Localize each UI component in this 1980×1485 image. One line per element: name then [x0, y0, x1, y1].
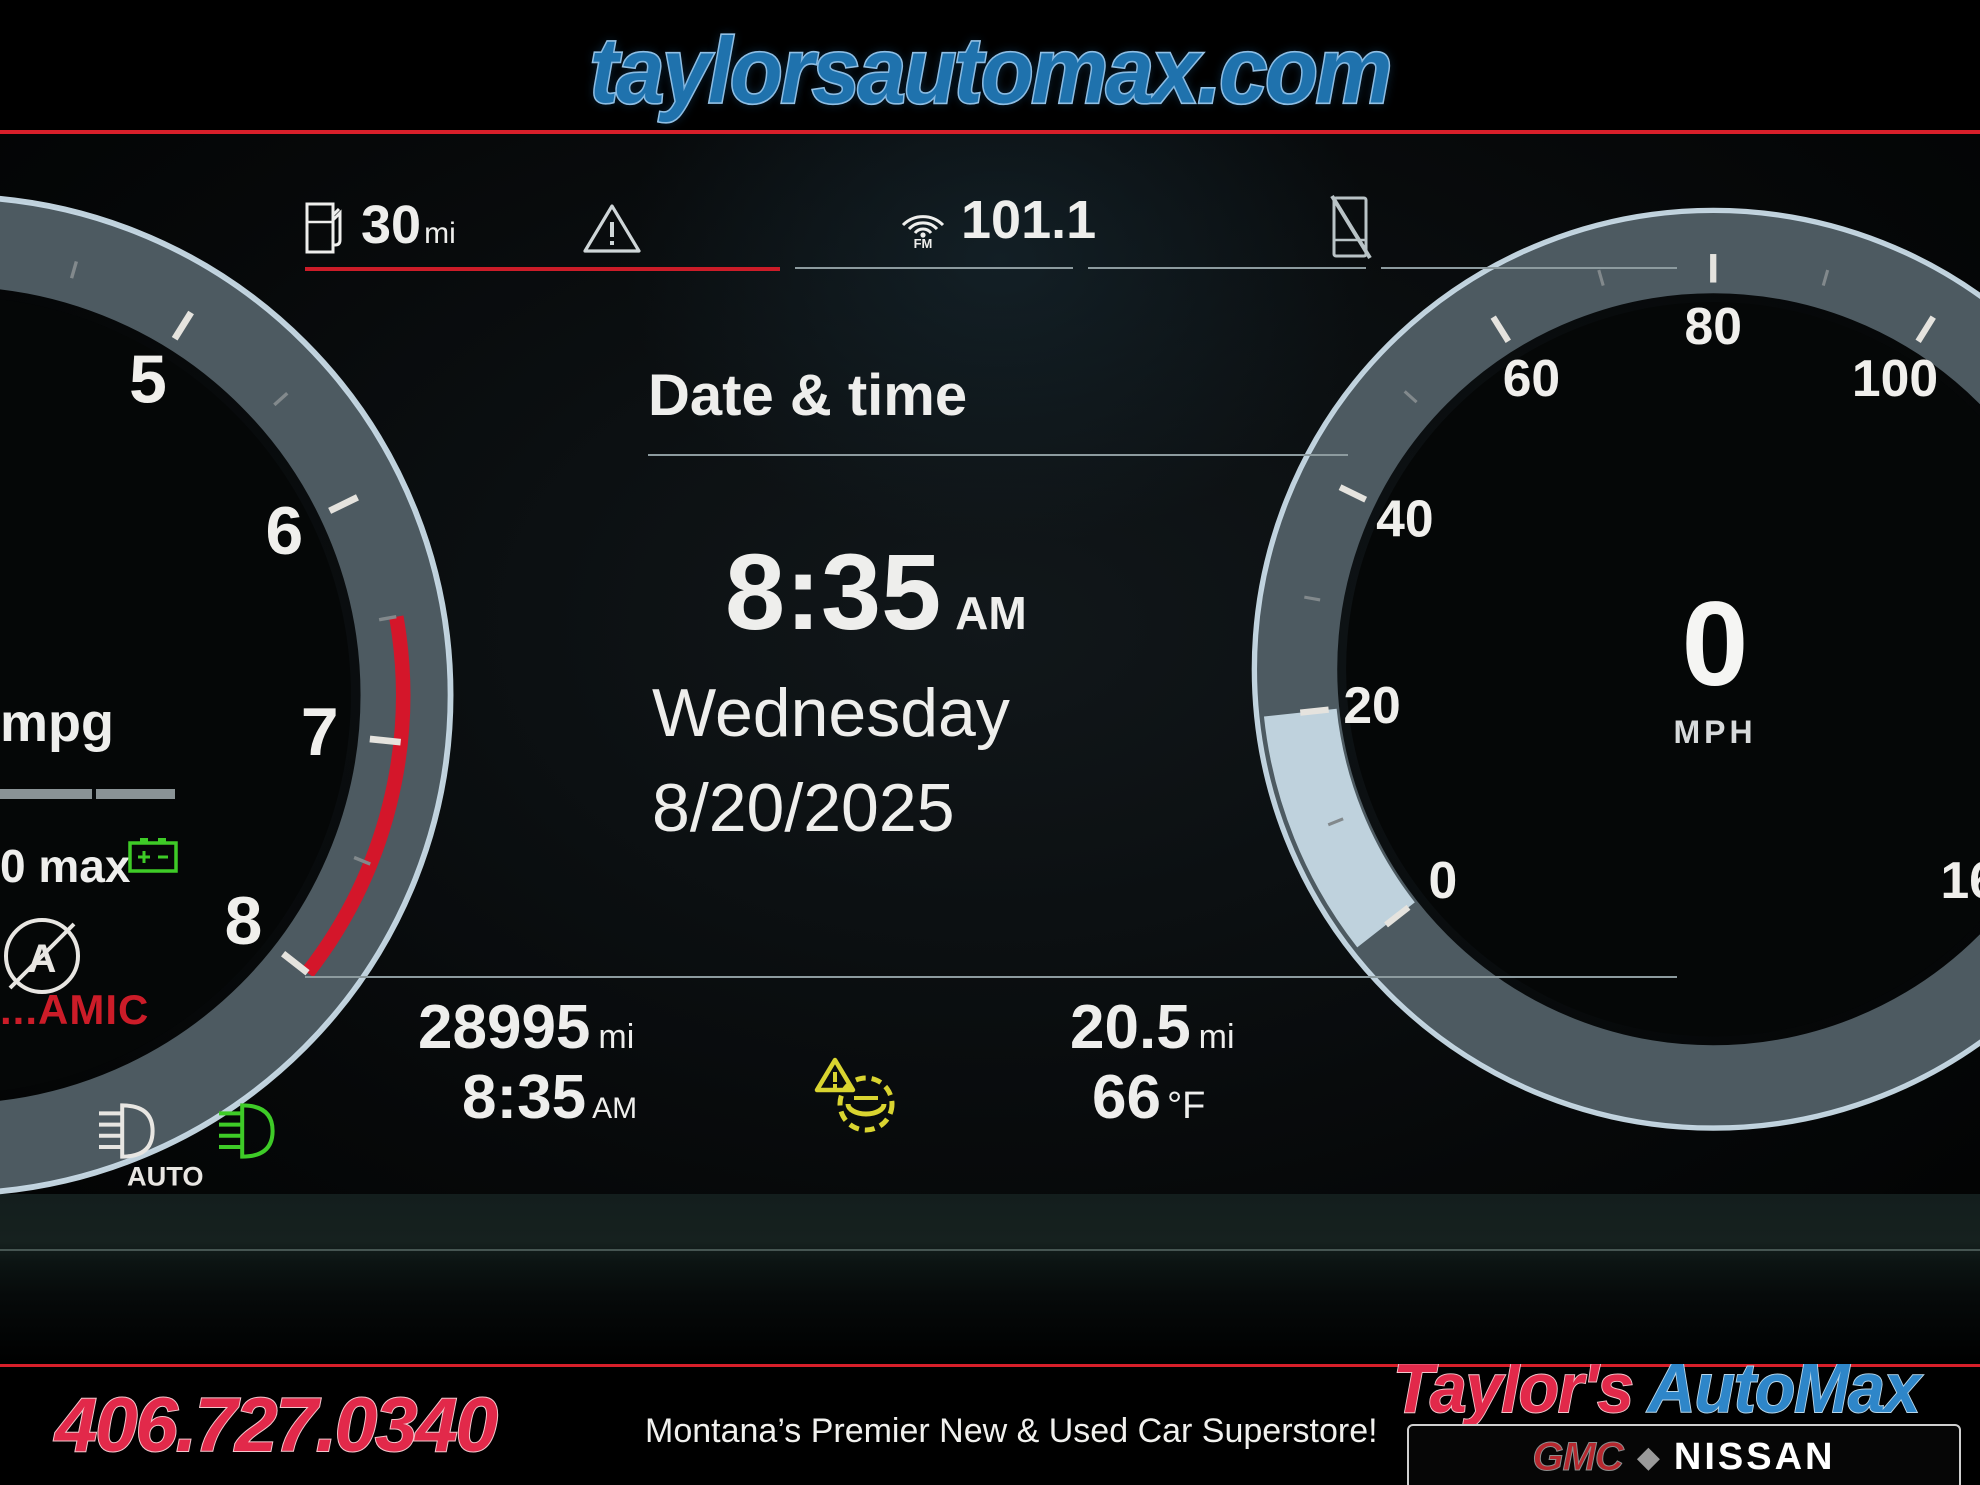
svg-text:FM: FM — [914, 236, 933, 251]
svg-text:AUTO: AUTO — [127, 1160, 204, 1191]
